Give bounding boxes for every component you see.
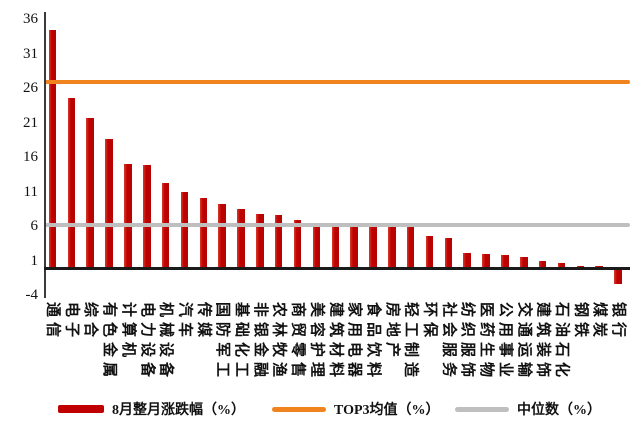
y-axis-tick-label: 31 xyxy=(23,45,38,62)
x-axis-label: 有色金属 xyxy=(101,302,118,383)
legend-label-median-line: 中位数（%） xyxy=(517,403,601,418)
y-axis-tick-label: 16 xyxy=(23,149,38,166)
x-axis-label: 钢铁 xyxy=(572,302,589,343)
x-axis-label: 石油石化 xyxy=(553,302,570,383)
legend-label-top3-line: TOP3均值（%） xyxy=(334,403,440,418)
bar xyxy=(124,164,132,269)
bar xyxy=(237,209,245,269)
bar xyxy=(312,224,321,269)
bar xyxy=(86,117,94,269)
bar xyxy=(614,268,622,284)
legend-item-top3-line: TOP3均值（%） xyxy=(272,400,440,418)
bar xyxy=(501,255,509,269)
y-axis-tick-label: 11 xyxy=(23,183,38,200)
x-axis-label: 美容护理 xyxy=(308,302,325,383)
y-axis-tick-label: 6 xyxy=(30,218,39,235)
bar xyxy=(463,253,471,269)
x-axis-label: 汽车 xyxy=(176,302,193,343)
x-axis-label: 纺织服饰 xyxy=(459,302,476,383)
median-line-swatch xyxy=(455,406,509,412)
x-axis-baseline xyxy=(44,267,630,270)
bar xyxy=(199,198,208,269)
x-axis-label: 房地产 xyxy=(383,302,400,363)
x-axis-label: 国防军工 xyxy=(214,302,231,383)
bar xyxy=(538,260,547,269)
x-axis-label: 非银金融 xyxy=(251,302,268,383)
bar-series-swatch xyxy=(58,405,104,413)
bar xyxy=(180,191,189,269)
x-axis-label: 基础化工 xyxy=(233,302,249,383)
bar xyxy=(388,226,396,269)
x-axis-label: 计算机 xyxy=(119,302,136,363)
bar xyxy=(406,227,415,269)
bar xyxy=(143,164,151,269)
x-axis-label: 建筑装饰 xyxy=(534,302,551,383)
y-axis-tick-label: 21 xyxy=(23,114,38,131)
bar xyxy=(218,203,226,269)
x-axis-label: 电力设备 xyxy=(138,302,155,383)
bar xyxy=(293,220,302,269)
x-axis-label: 机械设备 xyxy=(157,302,174,383)
y-axis-spine xyxy=(44,12,46,298)
bar xyxy=(425,235,434,269)
x-axis-label: 社会服务 xyxy=(440,302,457,383)
x-axis-label: 家用电器 xyxy=(346,302,363,383)
x-axis-label: 交通运输 xyxy=(515,302,532,383)
bar xyxy=(444,238,453,269)
bar xyxy=(274,214,283,269)
bar xyxy=(557,262,566,269)
bar xyxy=(595,266,603,269)
x-axis-label: 传媒 xyxy=(195,302,212,343)
bar xyxy=(350,225,358,269)
legend-item-bar-series: 8月整月涨跌幅（%） xyxy=(58,400,245,418)
legend-label-bar-series: 8月整月涨跌幅（%） xyxy=(112,403,245,418)
bar xyxy=(482,253,490,269)
x-axis-label: 煤炭 xyxy=(591,302,608,343)
x-axis-label: 医药生物 xyxy=(478,302,495,383)
bar xyxy=(576,265,585,269)
x-axis-label: 银行 xyxy=(610,302,626,343)
y-axis-tick-label: -4 xyxy=(25,287,39,304)
bar xyxy=(520,257,528,269)
top3-mean-line xyxy=(45,80,630,85)
x-axis-label: 商贸零售 xyxy=(289,302,306,383)
x-axis-label: 环保 xyxy=(421,302,438,343)
x-axis-label: 通信 xyxy=(44,302,61,343)
y-axis-tick-label: 36 xyxy=(23,11,38,28)
bar xyxy=(331,224,339,269)
top3-line-swatch xyxy=(272,406,326,412)
x-axis-label: 建筑材料 xyxy=(327,302,344,383)
y-axis-tick-label: 1 xyxy=(30,252,39,269)
bar xyxy=(105,138,113,269)
bar xyxy=(256,213,264,269)
bar xyxy=(67,97,76,269)
x-axis-label: 轻工制造 xyxy=(402,302,419,383)
x-axis-label: 食品饮料 xyxy=(364,302,381,383)
x-axis-label: 综合 xyxy=(82,302,99,343)
x-axis-label: 公用事业 xyxy=(496,302,513,383)
bar xyxy=(48,30,57,269)
legend-item-median-line: 中位数（%） xyxy=(455,400,601,418)
y-axis-tick-label: 26 xyxy=(23,80,38,97)
x-axis-label: 电子 xyxy=(63,302,80,343)
median-line xyxy=(45,222,630,227)
x-axis-label: 农林牧渔 xyxy=(270,302,287,383)
bar xyxy=(369,225,377,269)
